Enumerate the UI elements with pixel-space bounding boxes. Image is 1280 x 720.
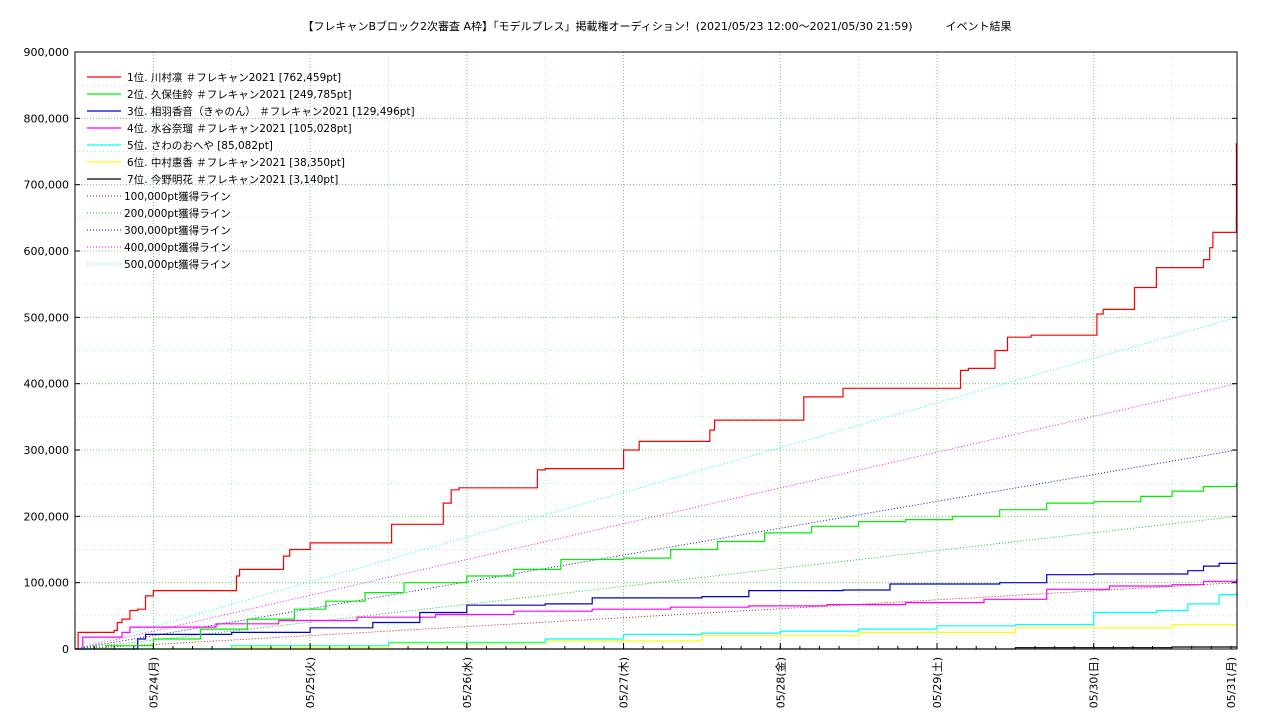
- legend-label: 6位. 中村惠香 ＃フレキャン2021 [38,350pt]: [127, 156, 345, 169]
- x-tick-label: 05/31(月): [1225, 657, 1238, 708]
- legend-label: 500,000pt獲得ライン: [124, 258, 231, 271]
- legend-label: 2位. 久保佳鈴 ＃フレキャン2021 [249,785pt]: [127, 88, 352, 101]
- legend-label: 3位. 相羽香音（きゃのん） ＃フレキャン2021 [129,496pt]: [127, 105, 415, 118]
- legend-label: 100,000pt獲得ライン: [124, 190, 231, 203]
- x-tick-label: 05/27(木): [618, 657, 631, 708]
- target-line: [74, 316, 1238, 650]
- y-tick-label: 100,000: [24, 577, 70, 590]
- y-tick-label: 300,000: [24, 444, 70, 457]
- target-line: [74, 582, 1238, 650]
- series-line: [75, 562, 1237, 650]
- y-axis: 0 100,000 200,000 300,000 400,000 500,000 600,…: [24, 46, 1237, 656]
- y-tick-label: 700,000: [24, 179, 70, 192]
- grid: [75, 51, 1237, 649]
- x-tick-label: 05/29(土): [931, 657, 944, 708]
- x-tick-label: 05/28(金): [773, 657, 787, 708]
- x-tick-label: 05/25(火): [304, 657, 317, 708]
- legend-label: 400,000pt獲得ライン: [124, 241, 231, 254]
- legend-label: 300,000pt獲得ライン: [124, 224, 231, 237]
- legend-label: 7位. 今野明花 ＃フレキャン2021 [3,140pt]: [127, 173, 338, 186]
- chart-title: 【フレキャンBブロック2次審査 A枠】「モデルプレス」掲載権オーディション！(2…: [302, 19, 1011, 33]
- x-tick-label: 05/26(水): [461, 657, 474, 708]
- series-lines: [75, 143, 1237, 650]
- x-tick-label: 05/24(月): [147, 657, 160, 708]
- series-line: [75, 623, 1237, 650]
- legend-label: 5位. さわのおへや [85,082pt]: [127, 139, 273, 152]
- target-lines: [74, 316, 1238, 650]
- y-tick-label: 200,000: [24, 510, 70, 523]
- x-axis: 05/24(月) 05/25(火) 05/26(水) 05/27(木) 05/28(金)…: [94, 643, 1238, 708]
- y-tick-label: 500,000: [24, 311, 70, 324]
- target-line: [74, 383, 1238, 650]
- legend: 1位. 川村凛 ＃フレキャン2021 [762,459pt] 2位. 久保佳鈴 ＃…: [87, 71, 415, 271]
- series-line: [75, 592, 1237, 650]
- series-line: [75, 483, 1237, 650]
- y-tick-label: 600,000: [24, 245, 70, 258]
- plot-frame: [74, 51, 1238, 650]
- y-tick-label: 800,000: [24, 112, 70, 125]
- y-tick-label: 0: [62, 643, 69, 656]
- y-tick-label: 400,000: [24, 378, 70, 391]
- series-line: [75, 143, 1237, 650]
- y-tick-label: 900,000: [24, 46, 70, 59]
- legend-label: 1位. 川村凛 ＃フレキャン2021 [762,459pt]: [127, 71, 341, 84]
- series-line: [75, 579, 1237, 650]
- x-tick-label: 05/30(日): [1088, 657, 1101, 708]
- legend-label: 4位. 水谷奈瑠 ＃フレキャン2021 [105,028pt]: [127, 122, 352, 135]
- legend-label: 200,000pt獲得ライン: [124, 207, 231, 220]
